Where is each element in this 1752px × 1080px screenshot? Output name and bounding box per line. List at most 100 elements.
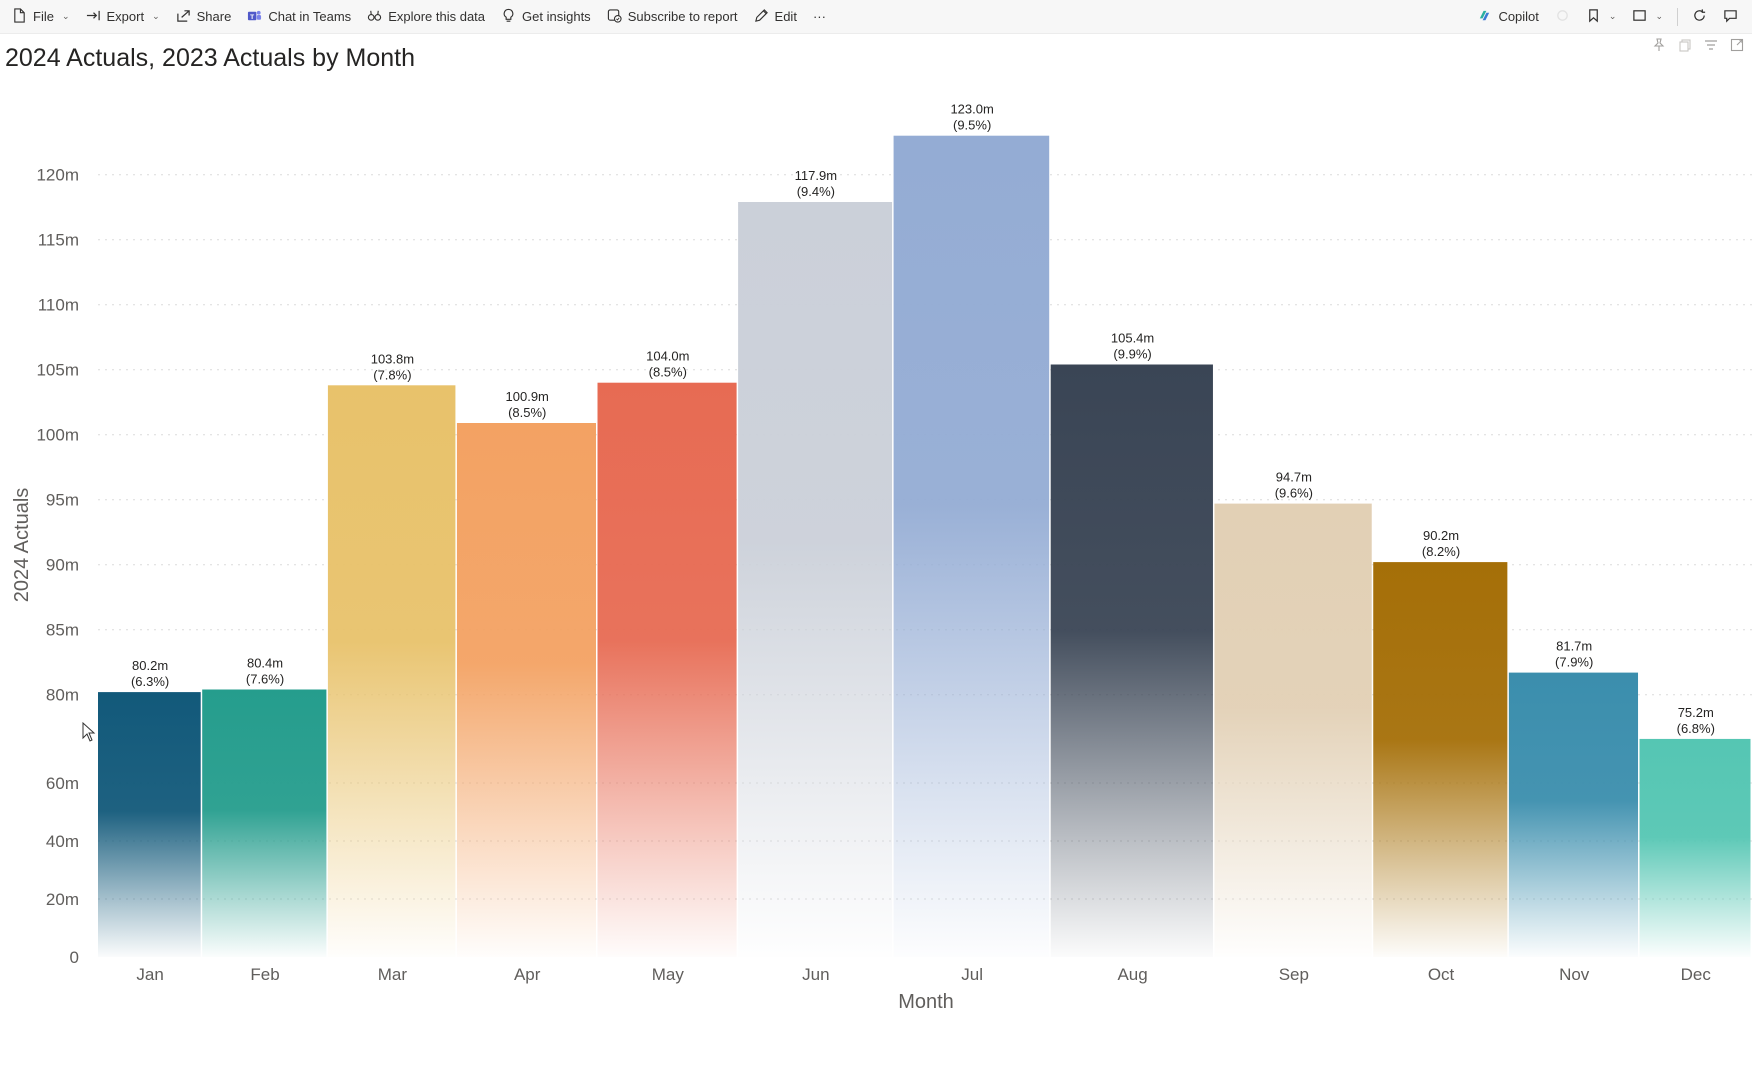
x-axis-title: Month: [898, 991, 954, 1013]
file-icon: [12, 7, 27, 26]
bar-value-label: 103.8m: [371, 351, 414, 366]
visual-header-icons: [1652, 38, 1744, 52]
bar-oct[interactable]: [1373, 562, 1508, 957]
x-tick-label: Jul: [961, 965, 983, 984]
refresh-icon: [1692, 8, 1707, 26]
bar-dec[interactable]: [1639, 738, 1751, 957]
bar-percent-label: (9.9%): [1113, 347, 1151, 362]
get-insights-button[interactable]: Get insights: [493, 0, 599, 34]
x-tick-label: Apr: [514, 965, 541, 984]
lightbulb-icon: [501, 8, 516, 26]
view-button[interactable]: ⌄: [1624, 0, 1671, 34]
bar-feb[interactable]: [202, 689, 327, 958]
y-tick-label: 60m: [46, 774, 79, 793]
bar-value-label: 105.4m: [1111, 331, 1154, 346]
y-tick-label: 0: [70, 948, 79, 967]
share-button[interactable]: Share: [168, 0, 240, 34]
chevron-down-icon: ⌄: [1608, 11, 1617, 21]
spinner-icon: [1555, 8, 1570, 26]
bar-mar[interactable]: [327, 385, 456, 957]
x-tick-label: Dec: [1681, 965, 1712, 984]
export-icon: [86, 8, 101, 26]
y-axis: 0 20m 40m 60m 80m 85m 90m 95m 100m 105m 110m 115m 12…: [36, 166, 79, 967]
toolbar-label: Subscribe to report: [627, 9, 738, 24]
y-tick-label: 20m: [46, 890, 79, 909]
bar-value-label: 81.7m: [1556, 639, 1592, 654]
x-tick-label: May: [652, 965, 685, 984]
toolbar-right: Copilot ⌄ ⌄: [1469, 0, 1752, 34]
teams-icon: T: [247, 8, 262, 26]
bar-percent-label: (8.2%): [1422, 544, 1460, 559]
bar-percent-label: (6.8%): [1677, 721, 1715, 736]
x-tick-label: Oct: [1428, 965, 1455, 984]
x-tick-label: Sep: [1279, 965, 1309, 984]
bar-percent-label: (9.6%): [1275, 486, 1313, 501]
chevron-down-icon: ⌄: [61, 11, 70, 21]
bar-value-label: 100.9m: [506, 389, 549, 404]
chevron-down-icon: ⌄: [152, 11, 160, 21]
explore-icon: [367, 8, 382, 26]
bookmark-icon: [1586, 8, 1601, 26]
share-icon: [176, 8, 191, 26]
toolbar-label: Export: [106, 9, 145, 24]
toolbar-label: File: [33, 9, 54, 24]
x-tick-label: Aug: [1117, 965, 1147, 984]
y-tick-label: 120m: [36, 166, 79, 185]
explore-this-data-button[interactable]: Explore this data: [359, 0, 493, 34]
bar-value-label: 123.0m: [950, 102, 993, 117]
bookmark-button[interactable]: ⌄: [1578, 0, 1625, 34]
export-button[interactable]: Export ⌄: [78, 0, 168, 34]
file-button[interactable]: File ⌄: [4, 0, 78, 34]
bar-may[interactable]: [597, 382, 737, 957]
bar-value-label: 117.9m: [795, 168, 837, 183]
bar-percent-label: (9.5%): [953, 118, 991, 133]
bar-aug[interactable]: [1050, 364, 1213, 958]
more-options-button[interactable]: ···: [805, 0, 834, 34]
chevron-down-icon: ⌄: [1655, 11, 1663, 21]
y-tick-label: 90m: [46, 556, 79, 575]
x-tick-label: Jan: [136, 965, 163, 984]
bar-apr[interactable]: [456, 423, 597, 957]
bar-value-label: 75.2m: [1678, 705, 1714, 720]
chat-in-teams-button[interactable]: T Chat in Teams: [239, 0, 359, 34]
bar-percent-label: (7.6%): [246, 672, 284, 687]
bar-nov[interactable]: [1508, 672, 1639, 957]
y-tick-label: 115m: [38, 231, 79, 250]
focus-mode-icon[interactable]: [1730, 38, 1744, 52]
bar-percent-label: (9.4%): [797, 184, 835, 199]
data-labels: 80.2m(6.3%) 80.4m(7.6%) 103.8m(7.8%) 100.9m…: [131, 102, 1715, 736]
bar-jan[interactable]: [98, 692, 201, 957]
bar-sep[interactable]: [1214, 503, 1372, 957]
bar-percent-label: (8.5%): [649, 365, 687, 380]
y-tick-label: 40m: [46, 832, 79, 851]
bar-value-label: 104.0m: [646, 349, 689, 364]
pin-icon[interactable]: [1652, 38, 1666, 52]
loading-indicator: [1547, 0, 1578, 34]
subscribe-to-report-button[interactable]: Subscribe to report: [599, 0, 746, 34]
bar-percent-label: (7.8%): [373, 367, 411, 382]
refresh-button[interactable]: [1684, 0, 1715, 34]
bar-percent-label: (8.5%): [508, 405, 546, 420]
top-toolbar: File ⌄ Export ⌄ Share T Chat in Teams Explore t…: [0, 0, 1752, 34]
copy-icon[interactable]: [1678, 38, 1692, 52]
bar-percent-label: (6.3%): [131, 674, 169, 689]
y-tick-label: 105m: [36, 361, 79, 380]
bar-percent-label: (7.9%): [1555, 655, 1593, 670]
filter-icon[interactable]: [1704, 38, 1718, 52]
bar-value-label: 90.2m: [1423, 528, 1459, 543]
subscribe-icon: [607, 8, 622, 26]
y-tick-label: 110m: [38, 296, 79, 315]
comment-icon: [1723, 8, 1738, 26]
chart-title: 2024 Actuals, 2023 Actuals by Month: [5, 44, 415, 72]
toolbar-divider: [1677, 7, 1678, 26]
copilot-button[interactable]: Copilot: [1469, 0, 1546, 34]
bar-value-label: 80.4m: [247, 656, 283, 671]
comment-button[interactable]: [1715, 0, 1746, 34]
toolbar-label: Get insights: [522, 9, 591, 24]
bar-jul[interactable]: [893, 135, 1050, 957]
x-tick-label: Feb: [250, 965, 279, 984]
bar-value-label: 80.2m: [132, 658, 168, 673]
bar-jun[interactable]: [738, 202, 893, 957]
edit-button[interactable]: Edit: [746, 0, 805, 34]
